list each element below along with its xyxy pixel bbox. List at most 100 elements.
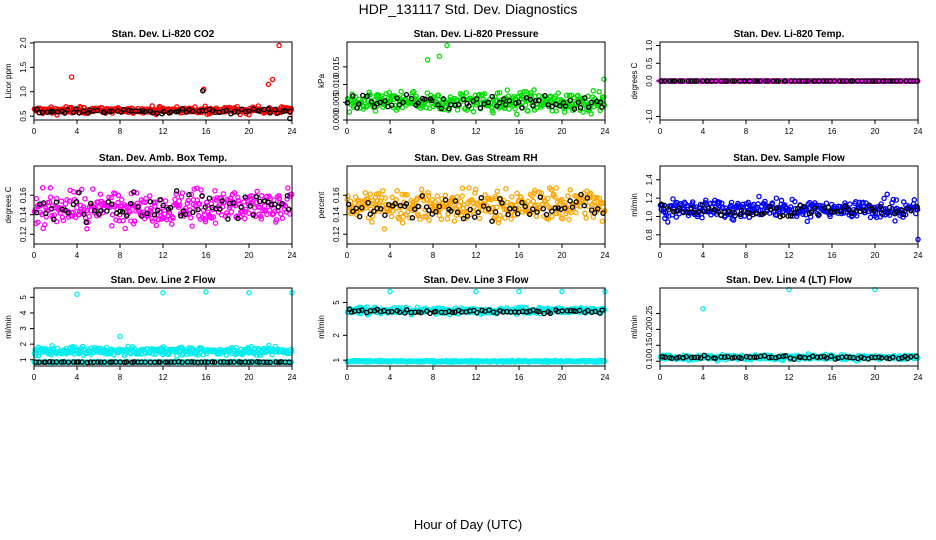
data-point	[880, 78, 886, 84]
y-tick-label: 0.12	[19, 226, 28, 242]
x-tick-label: 8	[118, 127, 123, 136]
data-point	[816, 211, 822, 218]
data-point	[555, 90, 561, 96]
data-point	[230, 200, 237, 206]
data-point	[861, 207, 867, 214]
data-point	[507, 206, 513, 212]
data-point	[160, 109, 167, 115]
data-point	[767, 206, 774, 212]
data-point	[113, 217, 119, 223]
data-point	[519, 105, 525, 111]
data-point	[149, 218, 156, 224]
data-point	[85, 109, 92, 116]
data-point	[773, 205, 780, 211]
data-points	[31, 42, 295, 122]
data-point	[352, 93, 359, 100]
data-point	[361, 97, 368, 103]
data-point	[174, 353, 180, 359]
data-point	[190, 209, 196, 216]
data-point	[587, 190, 594, 197]
data-point	[467, 206, 473, 213]
outlier-point	[276, 42, 282, 49]
y-tick-label: 0.5	[645, 57, 654, 69]
data-point	[528, 89, 534, 96]
x-tick-label: 0	[32, 251, 37, 260]
data-point	[785, 213, 791, 219]
x-tick-label: 8	[431, 127, 436, 136]
y-tick-label: 3	[19, 326, 28, 331]
y-tick-label: 0.12	[332, 226, 341, 242]
data-point	[881, 195, 887, 202]
data-point	[382, 195, 389, 201]
data-point	[396, 216, 402, 222]
data-point	[553, 108, 559, 114]
data-point	[379, 93, 385, 99]
y-tick-label: 1.4	[645, 174, 654, 186]
x-tick-label: 8	[431, 251, 436, 260]
y-tick-label: 0.015	[332, 56, 341, 77]
data-point	[84, 207, 91, 214]
data-point	[825, 204, 832, 211]
data-point	[662, 209, 669, 216]
data-point	[552, 194, 558, 200]
x-tick-label: 20	[245, 251, 254, 260]
data-point	[808, 209, 815, 216]
data-point	[160, 202, 166, 209]
data-point	[153, 222, 160, 229]
data-point	[893, 197, 900, 203]
data-point	[409, 215, 416, 221]
data-point	[436, 203, 443, 210]
data-point	[869, 78, 876, 84]
y-axis-label: Licor ppm	[4, 63, 13, 98]
data-point	[729, 78, 736, 84]
data-point	[472, 186, 479, 193]
data-point	[188, 191, 195, 198]
data-point	[867, 214, 874, 221]
data-point	[188, 215, 194, 221]
data-point	[590, 88, 596, 94]
data-point	[66, 198, 73, 204]
x-tick-label: 0	[32, 373, 37, 382]
data-point	[565, 193, 571, 199]
data-point	[264, 211, 270, 218]
x-tick-label: 16	[828, 373, 837, 382]
data-point	[831, 78, 837, 84]
data-point	[80, 108, 87, 114]
data-point	[778, 197, 785, 204]
data-point	[177, 202, 183, 208]
data-point	[503, 185, 509, 192]
data-point	[532, 98, 539, 104]
data-point	[588, 111, 594, 117]
data-point	[238, 106, 245, 112]
data-point	[408, 95, 415, 102]
data-point	[70, 343, 76, 350]
x-tick-label: 20	[245, 373, 254, 382]
x-tick-label: 0	[345, 251, 350, 260]
data-point	[755, 201, 761, 207]
x-tick-label: 8	[118, 373, 123, 382]
data-point	[847, 201, 853, 207]
data-point	[836, 78, 843, 84]
data-point	[579, 95, 586, 102]
data-point	[886, 204, 893, 211]
plot-frame	[346, 287, 606, 367]
data-point	[470, 108, 477, 115]
data-point	[39, 109, 46, 116]
data-point	[599, 218, 606, 225]
data-point	[425, 189, 431, 196]
data-point	[88, 200, 94, 207]
data-point	[120, 217, 126, 224]
data-point	[247, 203, 254, 209]
data-point	[600, 94, 607, 100]
data-point	[545, 216, 552, 222]
data-point	[522, 203, 528, 210]
data-point	[427, 310, 433, 317]
data-point	[575, 99, 582, 106]
data-point	[581, 202, 588, 209]
data-point	[746, 78, 753, 84]
data-point	[122, 225, 128, 232]
y-tick-label: 5	[19, 295, 28, 300]
x-tick-label: 12	[472, 373, 481, 382]
data-point	[119, 209, 126, 215]
data-point	[147, 208, 154, 214]
